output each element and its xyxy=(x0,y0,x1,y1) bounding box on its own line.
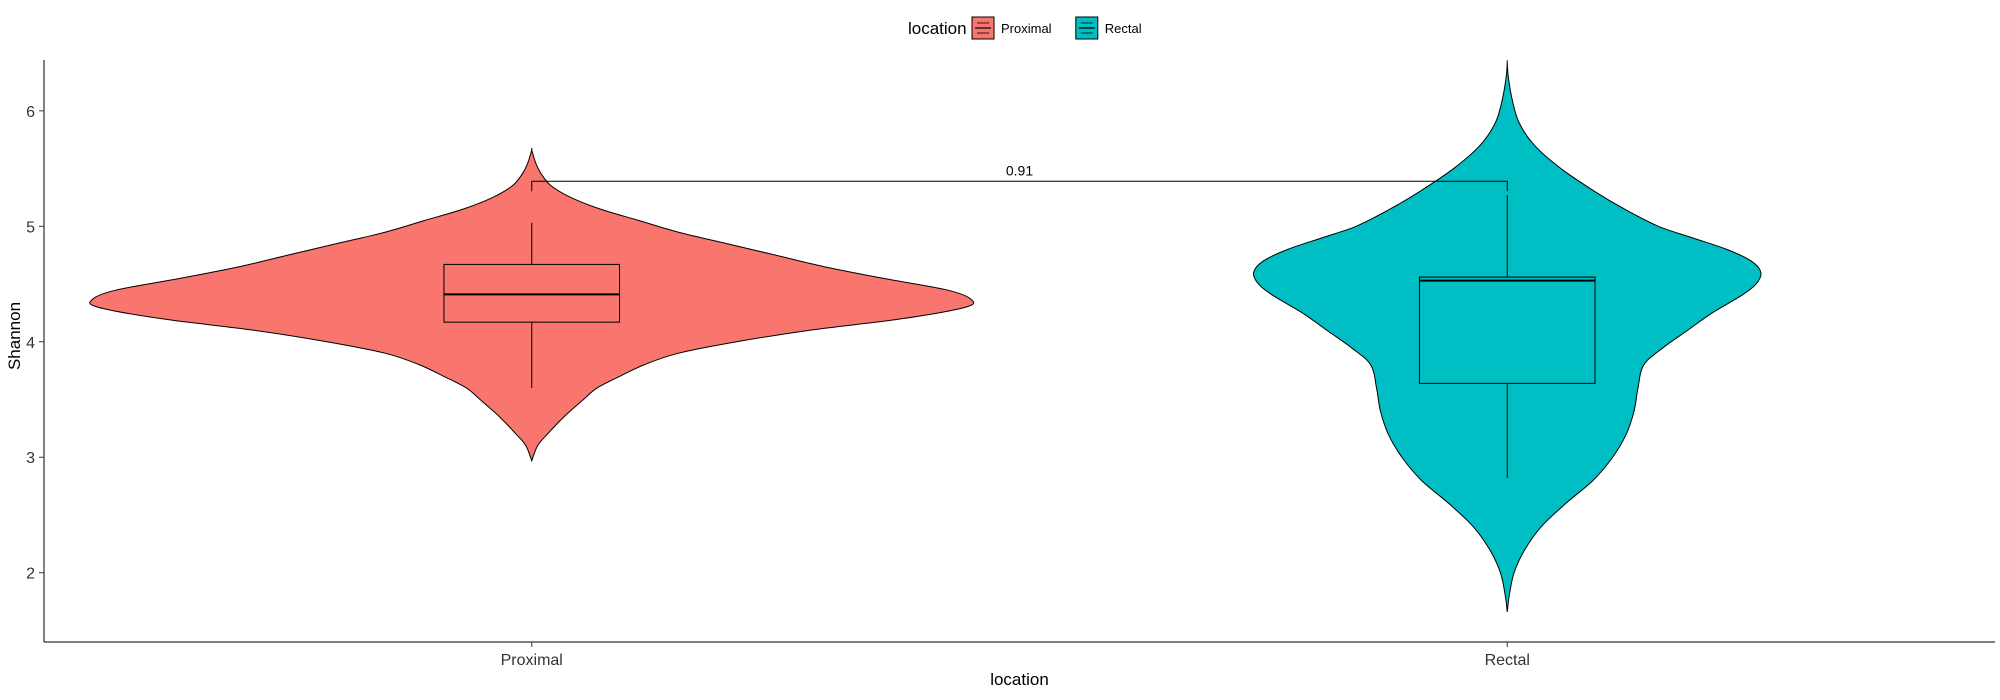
y-tick-label: 2 xyxy=(26,566,35,583)
legend: location Proximal Rectal xyxy=(908,16,1142,40)
legend-title: location xyxy=(908,19,967,38)
significance-bracket xyxy=(531,180,1508,192)
legend-label-rectal: Rectal xyxy=(1105,21,1142,36)
legend-label-proximal: Proximal xyxy=(1001,21,1052,36)
y-tick-label: 5 xyxy=(26,219,35,236)
p-value-label: 0.91 xyxy=(1006,162,1033,178)
y-axis-title: Shannon xyxy=(5,302,24,370)
box-rectal xyxy=(1418,276,1596,384)
boxplots-layer xyxy=(443,195,1596,479)
box-proximal xyxy=(443,263,621,323)
axes-layer: 2 3 4 5 6 Proximal Rectal location Shannon xyxy=(5,60,1995,689)
annotation-layer: 0.91 xyxy=(531,162,1508,192)
y-tick-label: 6 xyxy=(26,104,35,121)
y-tick-label: 3 xyxy=(26,450,35,467)
x-tick-label-rectal: Rectal xyxy=(1485,652,1530,669)
x-tick-label-proximal: Proximal xyxy=(501,652,563,669)
x-axis-title: location xyxy=(990,670,1049,689)
y-tick-label: 4 xyxy=(26,335,35,352)
